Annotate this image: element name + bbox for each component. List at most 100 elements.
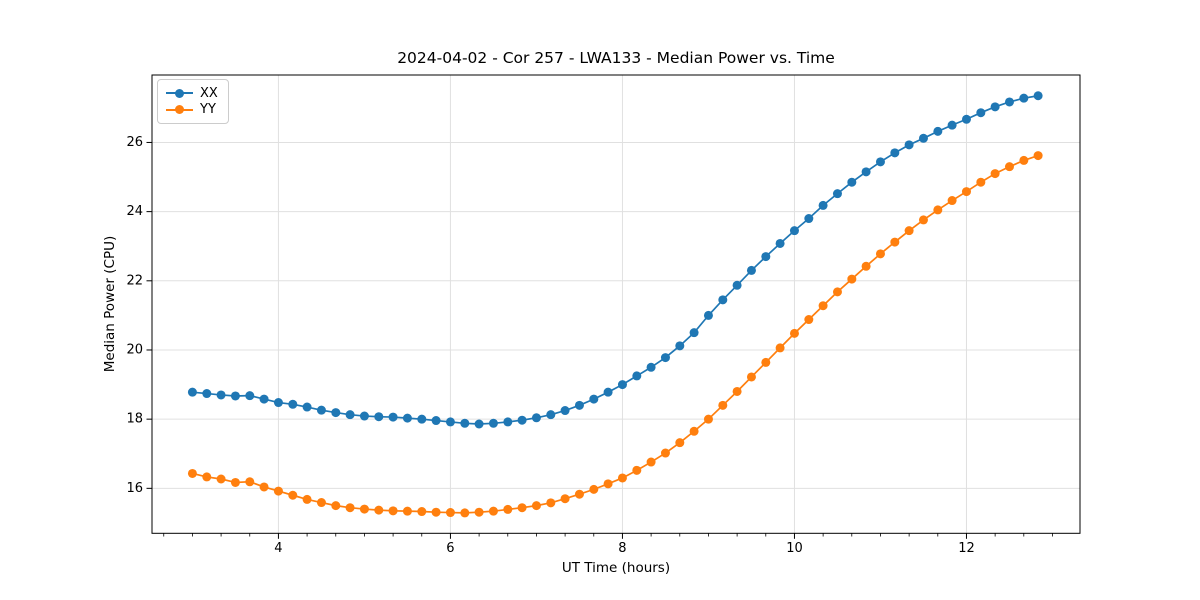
series-yy-marker [187, 468, 197, 478]
y-tick-label: 24 [126, 204, 143, 219]
series-xx-marker [245, 391, 255, 401]
series-yy-marker [617, 473, 627, 483]
series-yy-marker [474, 507, 484, 517]
y-tick-label: 26 [126, 135, 143, 150]
plot-area [152, 75, 1080, 534]
series-xx-marker [875, 157, 885, 167]
legend-label-yy: YY [200, 102, 216, 118]
series-yy-marker [273, 486, 283, 496]
series-yy-marker [388, 506, 398, 516]
series-yy-marker [718, 400, 728, 410]
series-xx-marker [617, 380, 627, 390]
series-yy-marker [417, 507, 427, 517]
series-yy-marker [1004, 162, 1014, 172]
series-yy-marker [660, 448, 670, 458]
legend-entry-xx: XX [166, 86, 220, 101]
series-xx-marker [818, 200, 828, 210]
series-yy-marker [517, 503, 527, 513]
series-yy-marker [589, 484, 599, 494]
legend-label-xx: XX [200, 85, 218, 101]
series-yy-marker [947, 196, 957, 206]
series-xx-marker [761, 252, 771, 262]
series-yy-marker [875, 249, 885, 259]
x-tick-label: 6 [446, 541, 454, 556]
series-xx-marker [804, 214, 814, 224]
series-yy-marker [216, 474, 226, 484]
series-xx-marker [546, 410, 556, 420]
series-yy-marker [288, 490, 298, 500]
series-yy-marker [402, 506, 412, 516]
series-xx-marker [316, 405, 326, 415]
series-xx-marker [445, 417, 455, 427]
series-yy-marker [560, 494, 570, 504]
series-xx-marker [603, 387, 613, 397]
series-xx-marker [832, 189, 842, 199]
axes-border [151, 74, 1081, 534]
series-xx-marker [388, 412, 398, 422]
series-xx-marker [990, 102, 1000, 112]
series-xx-marker [789, 226, 799, 236]
series-yy-marker [904, 226, 914, 236]
series-xx-marker [918, 133, 928, 143]
y-tick-label: 18 [126, 412, 143, 427]
series-xx-marker [531, 413, 541, 423]
series-xx-marker [632, 371, 642, 381]
series-yy-marker [918, 215, 928, 225]
series-xx-marker [947, 120, 957, 130]
series-xx-marker [345, 410, 355, 420]
series-xx-marker [890, 148, 900, 158]
series-xx-marker [646, 362, 656, 372]
series-yy-marker [775, 343, 785, 353]
series-yy-marker [259, 482, 269, 492]
series-xx-marker [359, 411, 369, 421]
series-yy-marker [445, 508, 455, 518]
series-xx-marker [560, 406, 570, 416]
series-yy-marker [703, 414, 713, 424]
series-yy-marker [245, 477, 255, 487]
series-yy-marker [460, 508, 470, 518]
x-axis-label: UT Time (hours) [561, 560, 671, 576]
series-yy-marker [331, 501, 341, 511]
series-xx-marker [374, 412, 384, 422]
series-yy-marker [746, 372, 756, 382]
y-tick-label: 20 [126, 342, 143, 357]
series-xx-marker [1004, 97, 1014, 107]
series-xx-marker [732, 280, 742, 290]
legend: XX YY [157, 79, 229, 124]
series-yy-marker [230, 477, 240, 487]
y-tick-label: 22 [126, 273, 143, 288]
series-xx-marker [703, 310, 713, 320]
series-xx-marker [230, 391, 240, 401]
legend-entry-yy: YY [166, 102, 220, 117]
series-yy-marker [546, 498, 556, 508]
series-yy-marker [933, 205, 943, 215]
series-yy-marker [890, 237, 900, 247]
y-axis-label: Median Power (CPU) [102, 235, 118, 373]
series-yy-marker [632, 465, 642, 475]
series-xx-marker [288, 399, 298, 409]
series-xx-marker [689, 328, 699, 338]
series-xx-marker [574, 400, 584, 410]
series-xx-marker [402, 413, 412, 423]
series-xx-marker [1019, 93, 1029, 103]
series-yy-marker [789, 328, 799, 338]
series-xx-marker [202, 389, 212, 399]
series-yy-marker [488, 506, 498, 516]
series-yy-marker [675, 438, 685, 448]
series-xx-marker [746, 265, 756, 275]
series-xx-marker [718, 295, 728, 305]
x-tick-label: 12 [958, 541, 975, 556]
series-yy-marker [832, 287, 842, 297]
series-yy-marker [861, 261, 871, 271]
series-yy-marker [1019, 155, 1029, 165]
series-yy-marker [961, 187, 971, 197]
series-xx-marker [904, 140, 914, 150]
x-tick-label: 4 [274, 541, 282, 556]
series-xx-marker [474, 419, 484, 429]
series-xx-marker [417, 414, 427, 424]
series-xx-marker [847, 177, 857, 187]
x-tick-label: 10 [786, 541, 803, 556]
series-xx-marker [460, 418, 470, 428]
